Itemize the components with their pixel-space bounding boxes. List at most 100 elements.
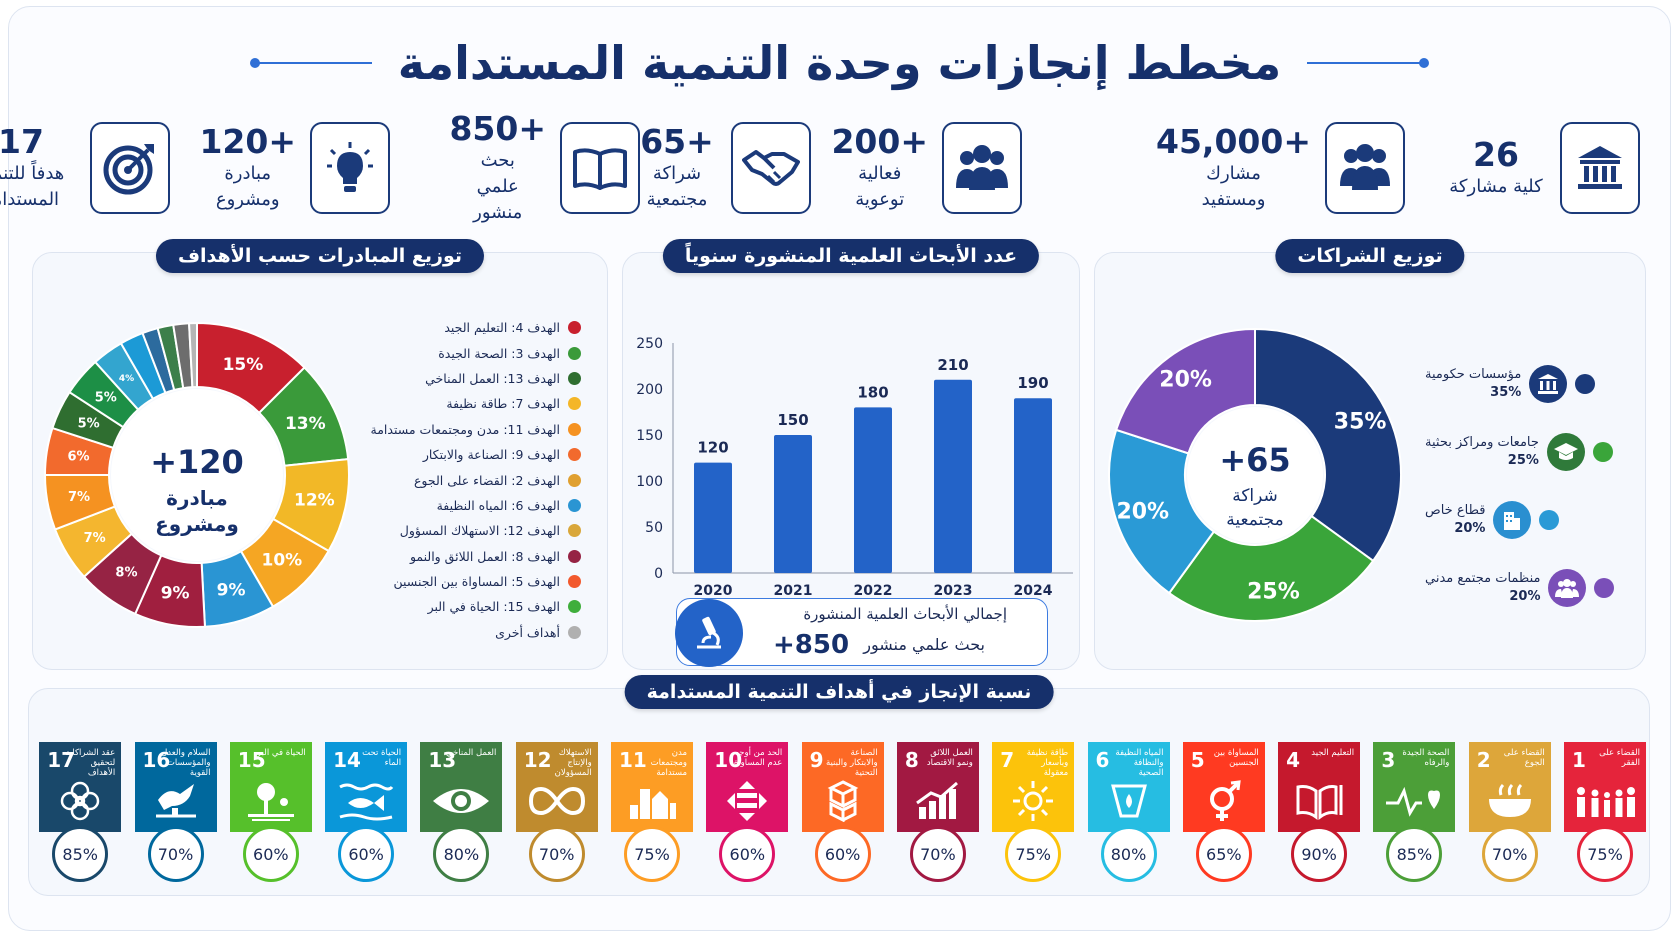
- sdg-goal-icon: [992, 776, 1074, 826]
- stat-initiatives: +120 مبادرة ومشروع: [199, 118, 390, 218]
- sdg-name: التعليم الجيد: [1311, 748, 1355, 758]
- sdg-name: العمل المناخي: [445, 748, 497, 758]
- initiatives-title: توزيع المبادرات حسب الأهداف: [155, 239, 485, 273]
- slice-label: 8%: [115, 565, 137, 580]
- partner-slice: [1254, 327, 1402, 563]
- title-decoration-left: [249, 58, 372, 68]
- sdg-number: 4: [1286, 748, 1301, 772]
- graduation-cap-icon: [1546, 433, 1585, 471]
- sdg-card: 12 الاستهلاك والإنتاج المسؤولان: [515, 742, 598, 832]
- legend-label: الهدف 7: طاقة نظيفة: [446, 396, 560, 412]
- bar-value-label: 180: [857, 383, 888, 401]
- partner-name: منظمات مجتمع مدني: [1425, 571, 1541, 586]
- sdg-name: المساواة بين الجنسين: [1213, 748, 1259, 768]
- sdg-number: 14: [333, 748, 361, 772]
- sdg-number: 3: [1381, 748, 1396, 772]
- sdg-name: الصحة الجيدة والرفاه: [1402, 748, 1450, 768]
- legend-item: الهدف 4: التعليم الجيد: [371, 315, 581, 340]
- donut-center-label: مبادرة: [166, 486, 228, 510]
- partner-name: جامعات ومراكز بحثية: [1425, 435, 1539, 450]
- legend-item: الهدف 8: العمل اللائق والنمو: [371, 544, 581, 569]
- stat-participants: +45,000 مشارك ومستفيد: [1156, 118, 1405, 218]
- sdg-number: 10: [714, 748, 743, 772]
- slice-label: 15%: [223, 355, 264, 375]
- handshake-icon: [731, 122, 811, 214]
- legend-swatch: [568, 448, 581, 462]
- sdg-goal-icon: [1469, 776, 1551, 826]
- sdg-number: 12: [523, 748, 552, 772]
- title-decoration-right: [1307, 58, 1430, 68]
- bar-value-label: 190: [1017, 374, 1048, 392]
- slice-label: 25%: [1247, 580, 1300, 605]
- sdg-card: 5 المساواة بين الجنسين: [1182, 742, 1265, 832]
- donut-center-value: +120: [150, 443, 244, 481]
- slice-label: 7%: [84, 531, 106, 546]
- sdg-progress-badge: 85%: [52, 826, 109, 882]
- sdg-progress-badge: 75%: [624, 826, 680, 882]
- legend-label: الهدف 13: العمل المناخي: [425, 370, 560, 386]
- legend-label: الهدف 9: الصناعة والابتكار: [422, 447, 560, 463]
- sdg-goal-icon: [897, 776, 979, 826]
- university-icon: [1560, 122, 1640, 214]
- stat-value: +120: [199, 122, 296, 161]
- slice-label: 6%: [67, 450, 89, 465]
- y-tick-label: 200: [636, 382, 663, 398]
- stat-label: كلية مشاركة: [1449, 176, 1543, 197]
- partners-donut: 35% 25% 20% 20% +65 شراكة مجتمعية: [1108, 327, 1402, 622]
- sdg-name: طاقة نظيفة وبأسعار معقولة: [1026, 748, 1069, 778]
- legend-swatch: [1592, 442, 1613, 462]
- partners-title: توزيع الشراكات: [1275, 239, 1465, 273]
- legend-label: الهدف 4: التعليم الجيد: [444, 320, 560, 336]
- sdg-goal-icon: [1564, 776, 1646, 826]
- sdg-name: الصناعة والابتكار والبنية التحتية: [825, 748, 878, 778]
- partner-pct: 20%: [1454, 521, 1486, 536]
- stat-partnerships: +65 شراكة مجتمعية: [637, 118, 811, 218]
- sdg-progress-badge: 65%: [1195, 826, 1252, 882]
- slice-label: 13%: [285, 414, 326, 434]
- sdg-card: 6 المياه النظيفة والنظافة الصحية: [1087, 742, 1170, 832]
- legend-swatch: [568, 346, 581, 360]
- slice-label: 12%: [294, 491, 335, 511]
- legend-label: الهدف 5: المساواة بين الجنسين: [393, 574, 561, 590]
- legend-swatch: [568, 524, 581, 538]
- sdg-number: 2: [1476, 748, 1491, 772]
- sdg-goal-icon: [420, 776, 502, 826]
- sdg-goal-icon: [516, 776, 598, 826]
- stat-label: شراكة مجتمعية: [646, 163, 708, 210]
- slice-label: 5%: [78, 417, 100, 432]
- sdg-name: السلام والعدل والمؤسسات القوية: [161, 748, 211, 778]
- sdg-card: 15 الحياة في البر: [229, 742, 312, 832]
- legend-item: الهدف 7: طاقة نظيفة: [371, 391, 581, 416]
- donut-center-label: ومشروع: [155, 512, 239, 536]
- legend-item: الهدف 3: الصحة الجيدة: [371, 340, 581, 365]
- group-icon: [942, 122, 1022, 214]
- sdg-goal-icon: [1088, 776, 1170, 826]
- research-bar: [934, 379, 972, 573]
- people-icon: [1325, 122, 1405, 214]
- sdg-progress-badge: 80%: [433, 826, 490, 882]
- legend-label: الهدف 6: المياه النظيفة: [436, 497, 560, 513]
- sdg-number: 15: [237, 748, 266, 772]
- legend-swatch: [1575, 374, 1596, 394]
- stat-label: هدفاً للتنمية المستدامة: [0, 163, 65, 210]
- legend-swatch: [568, 371, 581, 385]
- sdg-number: 1: [1572, 748, 1586, 772]
- sdg-name: الاستهلاك والإنتاج المسؤولان: [554, 748, 592, 778]
- partner-item: جامعات ومراكز بحثية 25%: [1425, 433, 1613, 471]
- x-tick-label: 2022: [854, 583, 893, 599]
- sdg-number: 9: [809, 748, 824, 772]
- stat-value: +850: [449, 109, 546, 148]
- sdg-card: 2 القضاء على الجوع: [1468, 742, 1551, 832]
- partner-item: قطاع خاص 20%: [1425, 501, 1560, 539]
- sdg-name: الحد من أوجه عدم المساواة: [733, 748, 783, 768]
- legend-swatch: [568, 473, 581, 487]
- sdg-progress-badge: 80%: [1100, 826, 1157, 882]
- sdg-card: 16 السلام والعدل والمؤسسات القوية: [134, 742, 217, 832]
- sdg-progress-badge: 60%: [338, 826, 395, 882]
- y-tick-label: 50: [645, 520, 663, 536]
- legend-swatch: [568, 422, 581, 436]
- stat-events: +200 فعالية توعوية: [831, 118, 1022, 218]
- stat-label: فعالية توعوية: [855, 163, 905, 210]
- sdg-name: المياه النظيفة والنظافة الصحية: [1115, 748, 1164, 778]
- slice-label: 35%: [1334, 409, 1387, 434]
